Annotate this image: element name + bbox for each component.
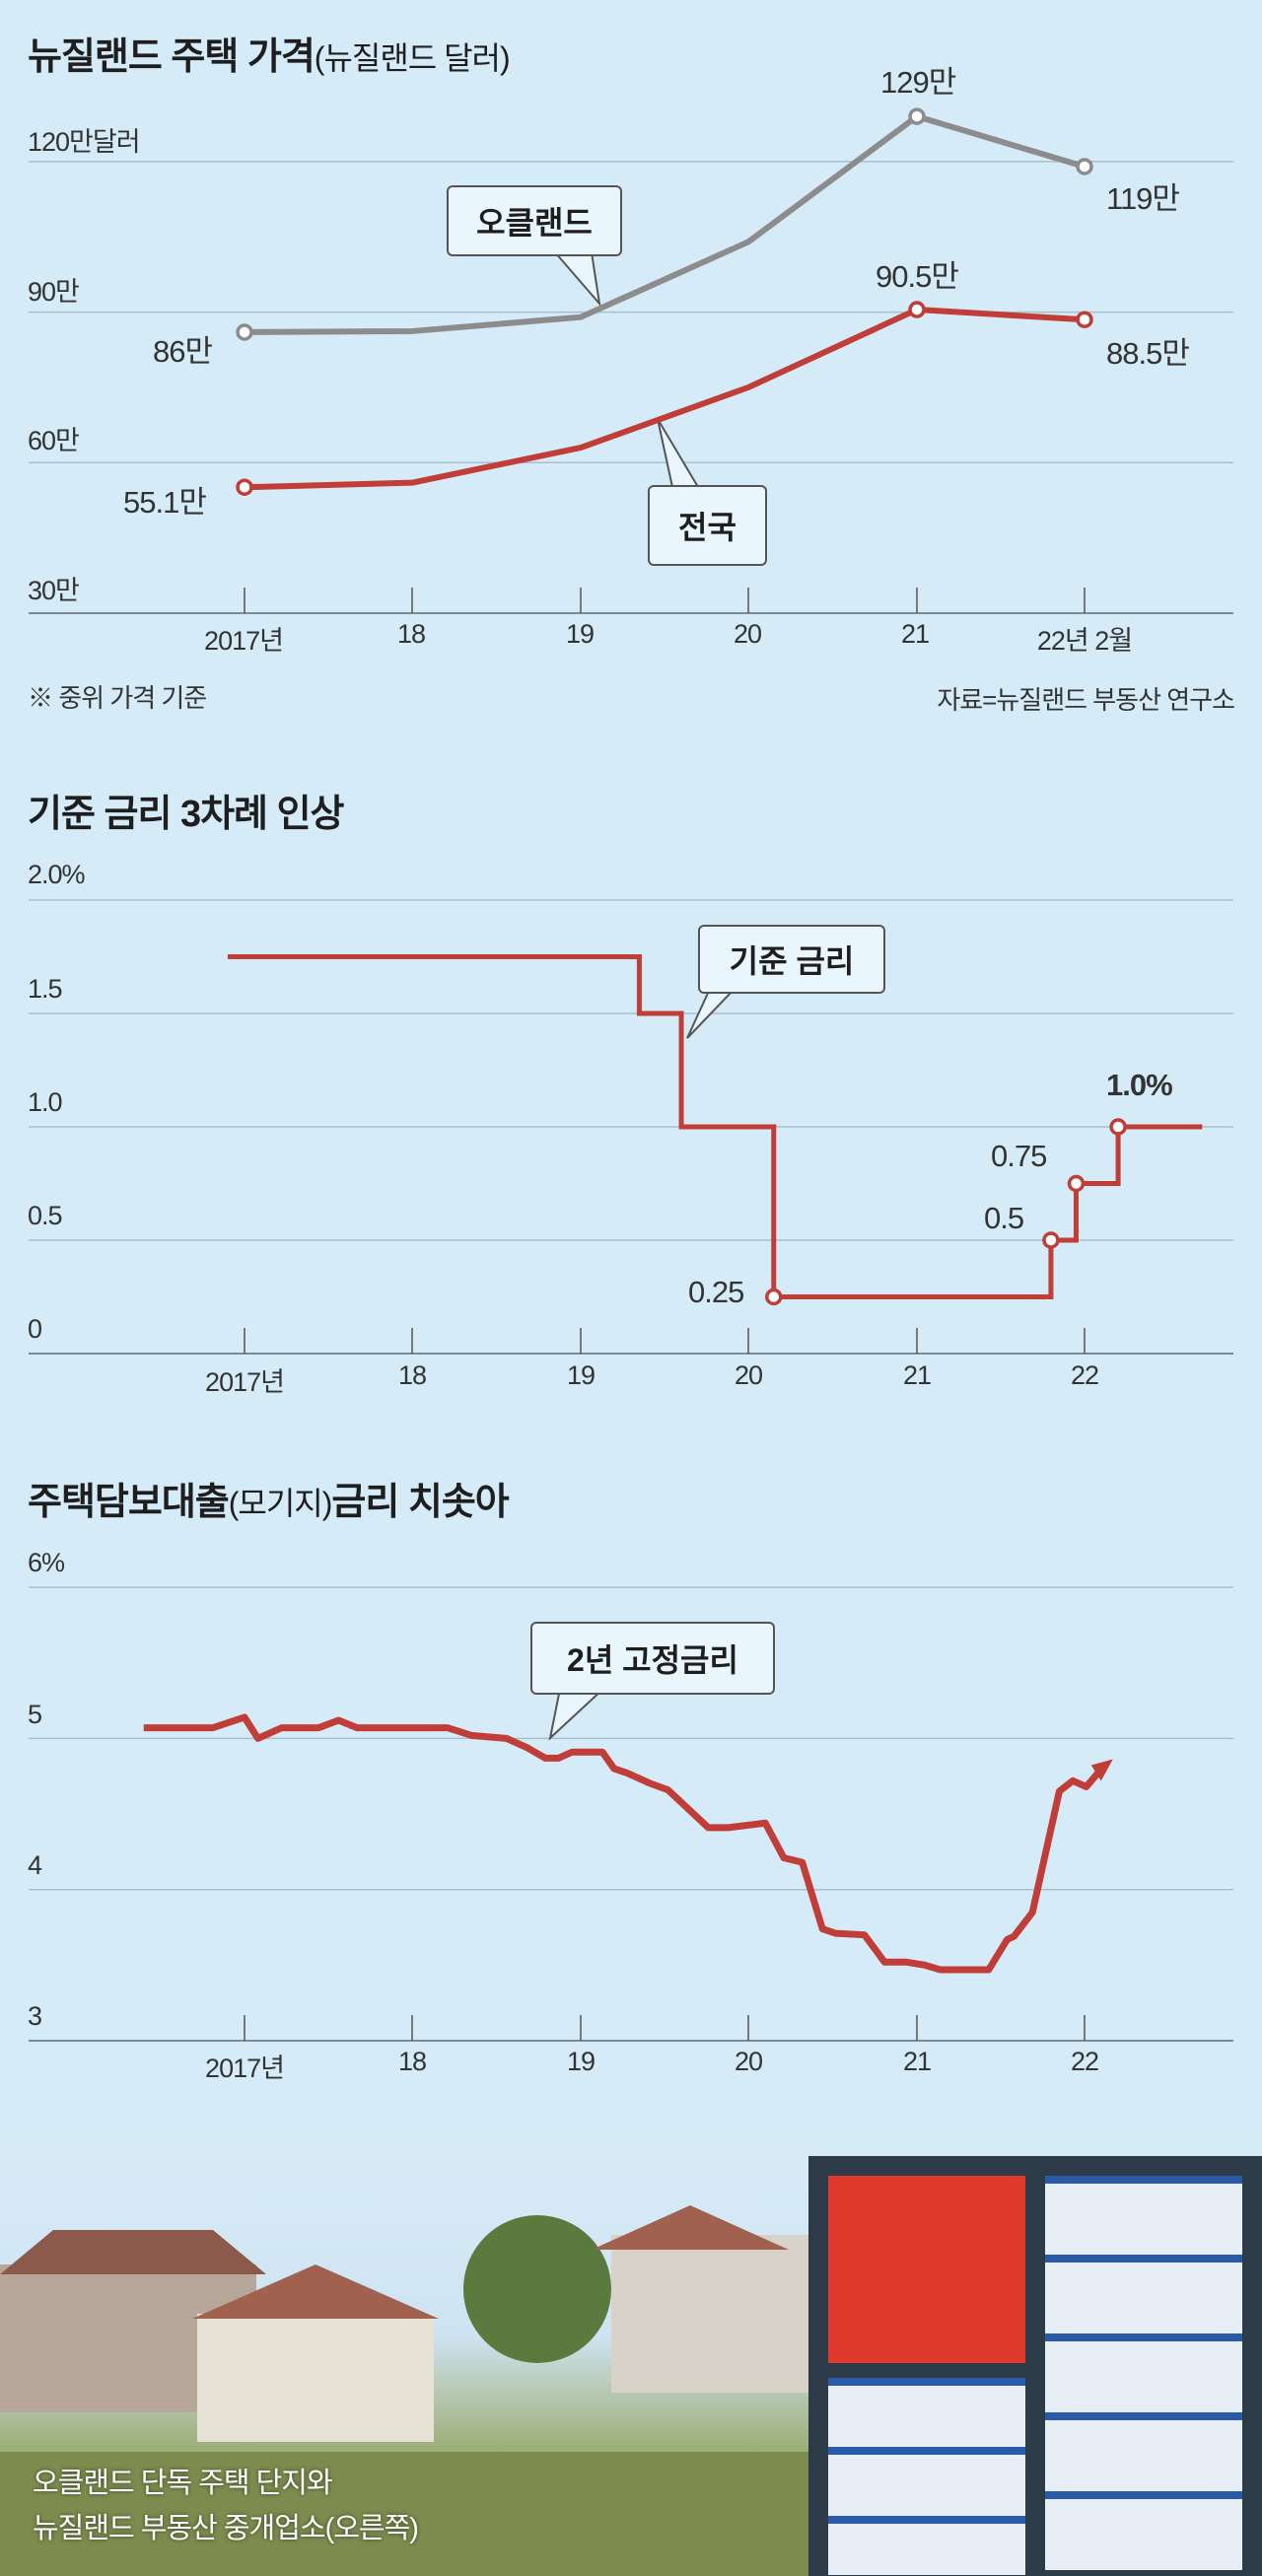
chart1-title: 뉴질랜드 주택 가격(뉴질랜드 달러)	[28, 26, 511, 80]
arrowhead-icon	[1090, 1759, 1113, 1781]
x-tick-label: 20	[733, 619, 762, 649]
callout-pointer	[552, 251, 601, 308]
y-tick-label: 1.0	[28, 1087, 63, 1117]
x-tick-label: 21	[902, 2047, 932, 2076]
data-label: 0.75	[991, 1139, 1047, 1173]
x-tick-label: 18	[396, 619, 426, 649]
data-point-auckland	[1076, 158, 1093, 175]
y-tick-label: 60만	[28, 426, 80, 455]
source-note: 자료=뉴질랜드 부동산 연구소	[937, 685, 1235, 715]
y-tick-label: 3	[28, 2001, 42, 2031]
legend-callout-2yr-fixed: 2년 고정금리	[530, 1622, 775, 1695]
house-roof	[0, 2230, 266, 2274]
y-tick-label: 2.0%	[28, 860, 86, 889]
lawn	[0, 2452, 808, 2576]
series-line-national	[244, 307, 1086, 491]
y-tick-label: 6%	[28, 1548, 65, 1577]
footnote: ※ 중위 가격 기준	[28, 683, 207, 713]
chart1-title-main: 뉴질랜드 주택 가격	[28, 36, 316, 78]
data-point-national	[236, 478, 253, 496]
charts-canvas	[29, 107, 1233, 2042]
x-tick-label: 2017년	[204, 626, 284, 656]
y-tick-label: 1.5	[28, 974, 63, 1004]
data-label: 90.5만	[876, 259, 959, 294]
data-point-base-rate	[1109, 1118, 1127, 1136]
data-point-base-rate	[765, 1288, 783, 1306]
series-line-base-rate	[227, 954, 1203, 1299]
tree	[463, 2215, 611, 2363]
data-point-national	[908, 301, 926, 318]
callout-pointer	[548, 1688, 606, 1741]
house	[197, 2314, 434, 2442]
x-tick-label: 21	[902, 1360, 932, 1390]
x-tick-label: 20	[734, 1360, 763, 1390]
data-label: 55.1만	[123, 485, 207, 520]
y-tick-label: 5	[28, 1700, 42, 1729]
x-tick-label: 18	[397, 2047, 427, 2076]
chart3-title-end: 금리 치솟아	[331, 1482, 509, 1523]
y-tick-label: 0.5	[28, 1201, 63, 1230]
x-tick-label: 19	[566, 2047, 596, 2076]
legend-callout-base-rate: 기준 금리	[698, 925, 885, 994]
y-tick-label: 120만달러	[28, 127, 141, 157]
legend-callout-auckland: 오클랜드	[447, 185, 622, 256]
photo-caption-line2: 뉴질랜드 부동산 중개업소(오른쪽)	[33, 2513, 419, 2544]
y-tick-label: 30만	[28, 576, 80, 605]
y-tick-label: 4	[28, 1850, 42, 1880]
data-label: 1.0%	[1106, 1068, 1173, 1102]
photo-auckland-houses-and-agency: 오클랜드 단독 주택 단지와 뉴질랜드 부동산 중개업소(오른쪽)	[0, 2136, 1262, 2576]
series-line-2yr-fixed	[143, 1713, 1106, 1974]
x-tick-label: 20	[734, 2047, 763, 2076]
y-tick-label: 0	[28, 1314, 42, 1344]
agency-poster	[828, 2176, 1025, 2363]
chart2-title: 기준 금리 3차례 인상	[28, 794, 344, 835]
house-roof	[592, 2205, 789, 2250]
data-label: 129만	[880, 65, 956, 100]
x-tick-label: 2017년	[205, 2054, 285, 2083]
x-tick-label: 22년 2월	[1036, 626, 1133, 656]
listing-cards	[1045, 2176, 1242, 2570]
data-label: 86만	[153, 334, 213, 369]
x-tick-label: 22	[1070, 1360, 1099, 1390]
data-point-national	[1076, 311, 1093, 328]
data-point-base-rate	[1067, 1174, 1086, 1193]
data-point-auckland	[908, 107, 926, 125]
x-tick-label: 2017년	[205, 1367, 285, 1397]
x-tick-label: 21	[900, 619, 930, 649]
data-point-auckland	[236, 323, 253, 341]
chart1-title-sub: (뉴질랜드 달러)	[314, 40, 511, 76]
chart3-title: 주택담보대출(모기지)금리 치솟아	[28, 1471, 510, 1525]
y-tick-label: 90만	[28, 277, 80, 307]
photo-caption-line1: 오클랜드 단독 주택 단지와	[33, 2468, 333, 2499]
series-line-auckland	[244, 113, 1086, 335]
agency-board	[808, 2156, 1262, 2576]
data-label: 0.5	[984, 1201, 1024, 1235]
data-label: 119만	[1106, 181, 1180, 216]
legend-callout-national: 전국	[648, 485, 767, 566]
data-point-base-rate	[1042, 1231, 1060, 1249]
x-tick-label: 19	[565, 619, 595, 649]
data-label: 88.5만	[1106, 336, 1190, 371]
callout-pointer	[657, 418, 700, 488]
x-tick-label: 19	[566, 1360, 596, 1390]
data-label: 0.25	[688, 1275, 744, 1309]
house	[611, 2235, 808, 2393]
listing-cards	[828, 2378, 1025, 2575]
x-tick-label: 22	[1070, 2047, 1099, 2076]
chart3-title-sub: (모기지)	[228, 1486, 333, 1521]
x-tick-label: 18	[397, 1360, 427, 1390]
chart3-title-main: 주택담보대출	[28, 1482, 230, 1523]
